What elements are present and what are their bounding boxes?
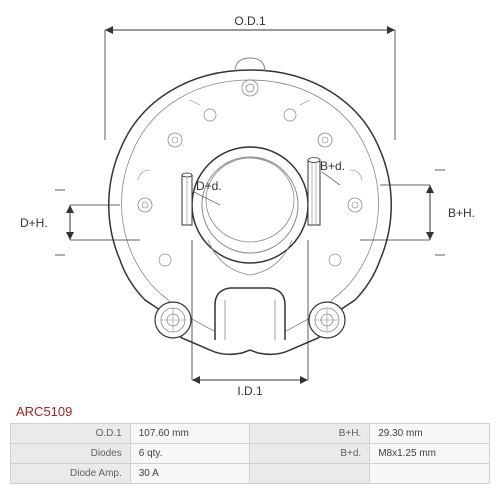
- dh-dimension: D+H.: [20, 190, 140, 255]
- table-row: Diodes 6 qty. B+d. M8x1.25 mm: [11, 444, 490, 464]
- spec-label: O.D.1: [11, 424, 131, 444]
- spec-value: 6 qty.: [130, 444, 250, 464]
- spec-label: [250, 464, 370, 484]
- part-number: ARC5109: [10, 404, 490, 419]
- od1-label: O.D.1: [234, 14, 266, 28]
- spec-value: 29.30 mm: [370, 424, 490, 444]
- svg-text:B+d.: B+d.: [320, 159, 345, 173]
- svg-text:I.D.1: I.D.1: [237, 384, 263, 398]
- svg-text:D+H.: D+H.: [20, 216, 48, 230]
- specs-table: O.D.1 107.60 mm B+H. 29.30 mm Diodes 6 q…: [10, 423, 490, 484]
- d-plus-d-terminal: D+d.: [182, 173, 222, 225]
- od1-dimension: O.D.1: [105, 14, 395, 140]
- mounting-ear-top: [235, 58, 265, 96]
- bh-dimension: B+H.: [360, 170, 475, 255]
- spec-value: 107.60 mm: [130, 424, 250, 444]
- spec-label: Diode Amp.: [11, 464, 131, 484]
- technical-drawing: O.D.1: [10, 10, 490, 400]
- mounting-ear-right: [309, 302, 345, 338]
- spec-value: [370, 464, 490, 484]
- spec-value: M8x1.25 mm: [370, 444, 490, 464]
- spec-value: 30 A: [130, 464, 250, 484]
- b-plus-d-terminal: B+d.: [308, 158, 345, 226]
- svg-text:D+d.: D+d.: [196, 179, 222, 193]
- spec-label: B+d.: [250, 444, 370, 464]
- svg-text:B+H.: B+H.: [448, 206, 475, 220]
- table-row: O.D.1 107.60 mm B+H. 29.30 mm: [11, 424, 490, 444]
- table-row: Diode Amp. 30 A: [11, 464, 490, 484]
- rectifier-body: D+d. B+d.: [109, 58, 392, 354]
- spec-label: Diodes: [11, 444, 131, 464]
- mounting-ear-left: [155, 302, 191, 338]
- spec-label: B+H.: [250, 424, 370, 444]
